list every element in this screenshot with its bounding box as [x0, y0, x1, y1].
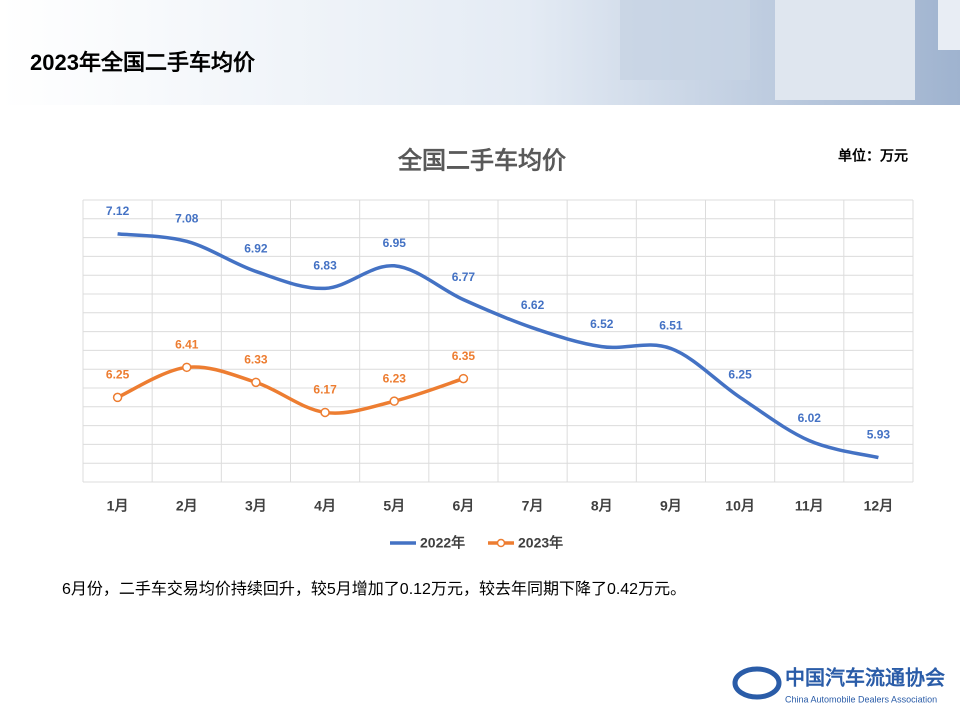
- marker: [389, 396, 399, 406]
- logo-subtitle: China Automobile Dealers Association: [785, 694, 937, 704]
- x-tick-label: 11月: [795, 498, 824, 514]
- data-label: 6.95: [383, 236, 407, 250]
- marker: [112, 392, 123, 403]
- x-tick-label: 8月: [591, 498, 613, 514]
- data-label: 6.23: [383, 371, 407, 385]
- logo-name: 中国汽车流通协会: [785, 666, 945, 690]
- header-decor: [938, 0, 960, 50]
- data-label: 6.25: [728, 368, 752, 382]
- data-label: 6.83: [313, 259, 337, 273]
- data-label: 6.62: [521, 298, 545, 312]
- legend-label: 2023年: [518, 535, 563, 551]
- marker: [182, 362, 192, 373]
- marker: [458, 373, 469, 384]
- data-label: 7.12: [106, 204, 130, 218]
- x-tick-label: 3月: [245, 498, 267, 514]
- data-label: 6.77: [452, 270, 476, 284]
- x-tick-label: 12月: [864, 498, 894, 514]
- x-tick-label: 1月: [107, 498, 129, 514]
- line-series: [117, 232, 879, 460]
- data-label: 6.51: [659, 319, 683, 333]
- data-label: 5.93: [867, 428, 891, 442]
- page-title: 2023年全国二手车均价: [30, 50, 256, 75]
- header-decor: [775, 0, 915, 100]
- x-tick-label: 2月: [176, 498, 198, 514]
- x-tick-label: 4月: [314, 498, 336, 514]
- line-series: [116, 365, 464, 415]
- data-label: 6.25: [106, 368, 130, 382]
- data-label: 6.92: [244, 242, 268, 256]
- logo-icon: [732, 666, 782, 700]
- marker: [320, 407, 330, 418]
- unit-label: 单位：万元: [838, 148, 908, 164]
- legend-marker: [496, 538, 506, 548]
- data-label: 6.52: [590, 317, 614, 331]
- x-tick-label: 6月: [453, 498, 475, 514]
- header-decor: [620, 0, 750, 80]
- chart-title: 全国二手车均价: [397, 146, 567, 174]
- x-tick-label: 9月: [660, 498, 682, 514]
- data-label: 6.35: [452, 349, 476, 363]
- data-label: 6.41: [175, 337, 199, 351]
- data-label: 7.08: [175, 212, 199, 226]
- data-label: 6.02: [798, 411, 822, 425]
- footer-text: 6月份，二手车交易均价持续回升，较5月增加了0.12万元，较去年同期下降了0.4…: [62, 580, 686, 598]
- x-tick-label: 7月: [522, 498, 544, 514]
- x-tick-label: 5月: [383, 498, 405, 514]
- legend-label: 2022年: [420, 535, 465, 551]
- marker: [251, 377, 261, 388]
- data-label: 6.17: [313, 383, 337, 397]
- data-label: 6.33: [244, 353, 268, 367]
- x-tick-label: 10月: [725, 498, 755, 514]
